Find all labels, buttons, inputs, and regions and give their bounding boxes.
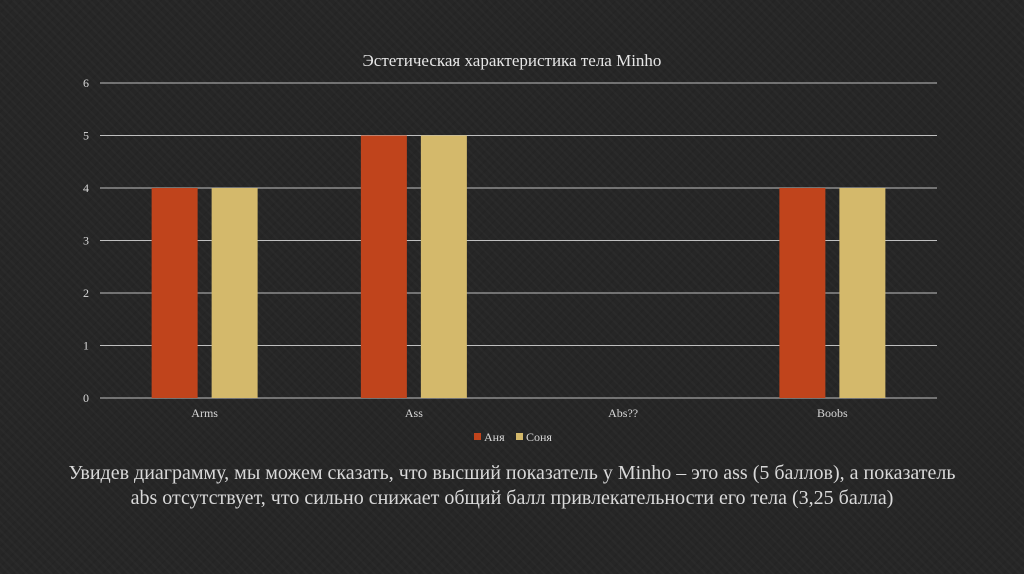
x-category-label: Ass — [405, 406, 423, 420]
x-category-label: Abs?? — [608, 406, 638, 420]
legend-label: Соня — [526, 430, 552, 444]
y-axis-tick-labels: 0 1 2 3 4 5 6 — [83, 76, 89, 405]
legend-swatch — [474, 433, 481, 440]
y-tick-label: 4 — [83, 181, 89, 195]
y-tick-label: 6 — [83, 76, 89, 90]
x-category-label: Arms — [191, 406, 218, 420]
bar-Аня-Arms — [151, 188, 198, 398]
x-axis-category-labels: Arms Ass Abs?? Boobs — [191, 406, 848, 420]
y-tick-label: 1 — [83, 339, 89, 353]
chart-title: Эстетическая характеристика тела Minho — [363, 51, 662, 70]
legend: Аня Соня — [474, 430, 552, 444]
slide-caption: Увидев диаграмму, мы можем сказать, что … — [68, 462, 956, 509]
bar-Аня-Ass — [360, 135, 407, 398]
legend-label: Аня — [484, 430, 505, 444]
y-tick-label: 3 — [83, 234, 89, 248]
y-tick-label: 0 — [83, 391, 89, 405]
bar-Соня-Ass — [420, 135, 467, 398]
bar-Соня-Boobs — [839, 188, 886, 398]
y-tick-label: 2 — [83, 286, 89, 300]
bar-Аня-Boobs — [779, 188, 826, 398]
legend-swatch — [516, 433, 523, 440]
x-category-label: Boobs — [817, 406, 848, 420]
bar-chart: Эстетическая характеристика тела Minho 0… — [83, 51, 937, 444]
bars — [151, 135, 886, 398]
bar-Соня-Arms — [211, 188, 258, 398]
y-tick-label: 5 — [83, 129, 89, 143]
